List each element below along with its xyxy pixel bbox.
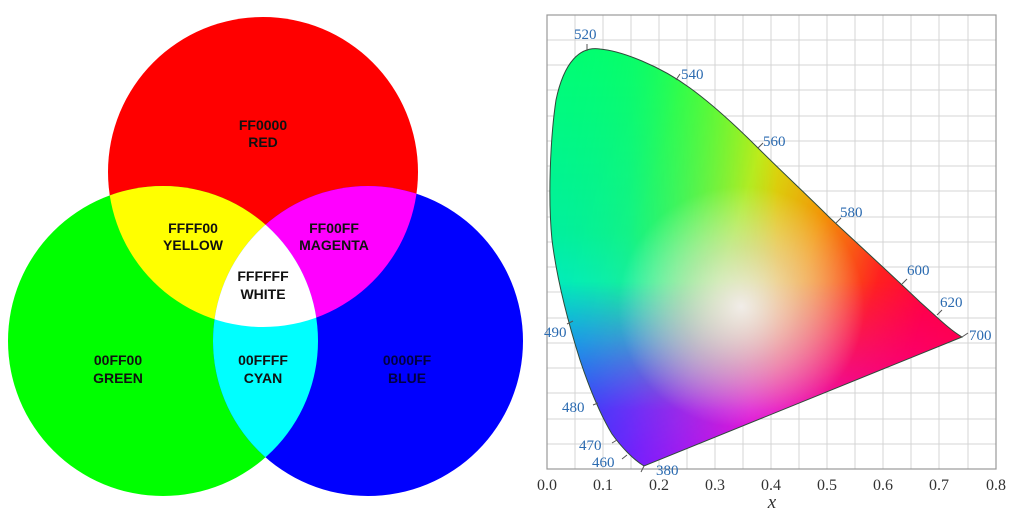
yellow-hex-label: FFFF00 bbox=[168, 220, 218, 236]
red-hex-label: FF0000 bbox=[239, 117, 287, 133]
rgb-venn-svg: FF0000 RED FFFF00 YELLOW FF00FF MAGENTA … bbox=[8, 17, 523, 496]
cyan-name-label: CYAN bbox=[244, 370, 282, 386]
wavelength-label-490: 490 bbox=[544, 325, 567, 341]
wavelength-label-600: 600 bbox=[907, 263, 930, 279]
cie-chart-svg: 520 540 560 580 600 620 700 490 480 470 … bbox=[537, 14, 1006, 512]
wavelength-label-460: 460 bbox=[592, 455, 615, 471]
rgb-venn-diagram: FF0000 RED FFFF00 YELLOW FF00FF MAGENTA … bbox=[8, 17, 523, 496]
x-tick-label: 0.1 bbox=[593, 477, 613, 494]
yellow-name-label: YELLOW bbox=[163, 237, 224, 253]
wavelength-label-580: 580 bbox=[840, 205, 863, 221]
x-tick-label: 0.6 bbox=[873, 477, 893, 494]
white-name-label: WHITE bbox=[240, 286, 285, 302]
wavelength-label-380: 380 bbox=[656, 463, 679, 479]
magenta-hex-label: FF00FF bbox=[309, 220, 359, 236]
wavelength-label-480: 480 bbox=[562, 400, 585, 416]
x-tick-label: 0.7 bbox=[929, 477, 949, 494]
wavelength-labels: 520 540 560 580 600 620 700 490 480 470 … bbox=[544, 27, 992, 479]
wavelength-label-620: 620 bbox=[940, 295, 963, 311]
wavelength-ticks bbox=[566, 44, 969, 473]
wavelength-label-470: 470 bbox=[579, 438, 602, 454]
cie-chromaticity-chart: 520 540 560 580 600 620 700 490 480 470 … bbox=[530, 0, 1024, 512]
magenta-name-label: MAGENTA bbox=[299, 237, 369, 253]
white-hex-label: FFFFFF bbox=[237, 268, 289, 284]
chromaticity-gamut bbox=[549, 48, 962, 466]
red-name-label: RED bbox=[248, 134, 278, 150]
x-tick-label: 0.8 bbox=[986, 477, 1006, 494]
x-axis-ticks: 0.0 0.1 0.2 0.3 0.4 0.5 0.6 0.7 0.8 bbox=[537, 477, 1006, 494]
wavelength-label-700: 700 bbox=[969, 328, 992, 344]
wavelength-label-520: 520 bbox=[574, 27, 597, 43]
x-tick-label: 0.2 bbox=[649, 477, 669, 494]
x-tick-label: 0.4 bbox=[761, 477, 781, 494]
x-tick-label: 0.3 bbox=[705, 477, 725, 494]
plot-frame bbox=[546, 14, 997, 470]
green-name-label: GREEN bbox=[93, 370, 143, 386]
green-hex-label: 00FF00 bbox=[94, 352, 142, 368]
cyan-hex-label: 00FFFF bbox=[238, 352, 288, 368]
x-axis-title: x bbox=[767, 492, 777, 512]
x-tick-label: 0.0 bbox=[537, 477, 557, 494]
blue-hex-label: 0000FF bbox=[383, 352, 432, 368]
blue-name-label: BLUE bbox=[388, 370, 426, 386]
x-tick-label: 0.5 bbox=[817, 477, 837, 494]
wavelength-label-560: 560 bbox=[763, 134, 786, 150]
white-overlap bbox=[213, 186, 318, 327]
wavelength-label-540: 540 bbox=[681, 67, 704, 83]
